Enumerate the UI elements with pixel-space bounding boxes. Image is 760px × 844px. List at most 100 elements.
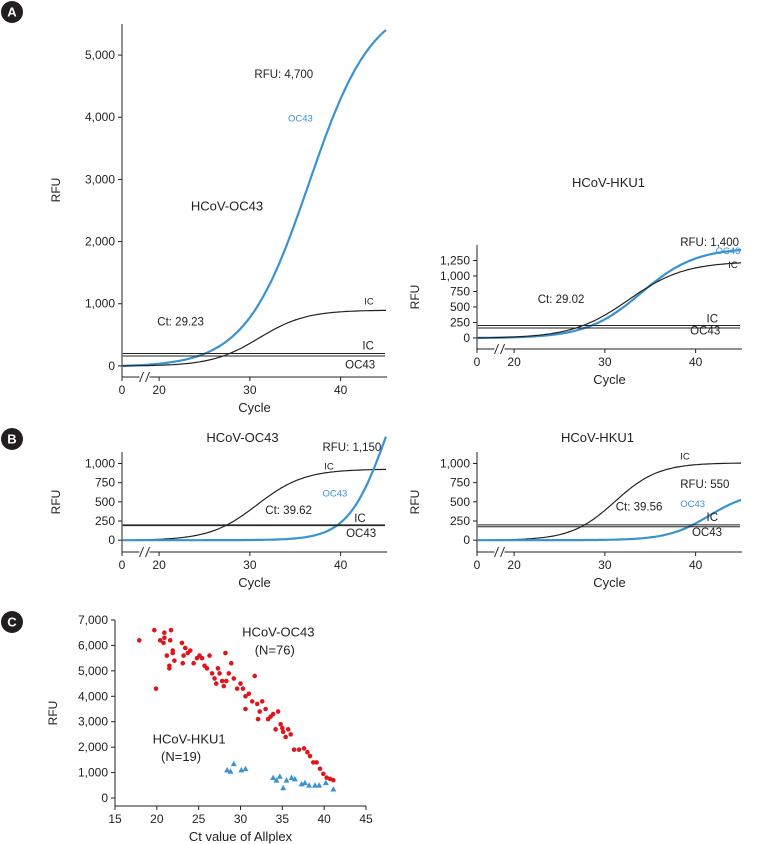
x-tick-label: 30 (243, 558, 257, 572)
annotation: IC (707, 313, 719, 325)
annotation: IC (324, 462, 334, 473)
y-tick-label: 0 (108, 533, 115, 547)
chart-c-scatter: 0 1,000 2,000 3,000 4,000 5,000 6,000 7,000 15 20… (46, 613, 373, 844)
annotation: IC (680, 452, 690, 463)
oc43-point (226, 671, 232, 676)
annotation: OC43 (346, 528, 376, 540)
hku1-point (288, 774, 295, 781)
y-axis-label: RFU (49, 490, 63, 515)
oc43-point (331, 777, 336, 783)
annotation: Ct: 39.56 (616, 501, 663, 513)
oc43-point (162, 630, 167, 636)
hku1-point (230, 760, 237, 767)
y-tick-label: 0 (463, 331, 470, 345)
oc43-point (212, 676, 217, 681)
x-tick-label: 40 (334, 383, 348, 397)
y-tick-label: 2,000 (85, 235, 115, 249)
hku1-point (273, 777, 280, 783)
x-tick-label: 20 (152, 383, 166, 397)
chart-b-oc43: 0 250 500 750 1,000 0 20 30 40 Cycle RFU HCoV-OC43 R… (49, 430, 388, 590)
panel-label-c-text: C (7, 615, 17, 630)
x-tick-label: 40 (334, 558, 348, 572)
oc43-point (283, 734, 288, 740)
hku1-point (280, 784, 287, 791)
y-axis-label: RFU (49, 178, 63, 203)
y-tick-label: 1,000 (440, 269, 470, 283)
oc43-point (213, 681, 219, 686)
oc43-point (180, 660, 186, 666)
ic-curve (122, 309, 386, 367)
oc43-point (259, 699, 265, 704)
oc43-point (240, 686, 246, 691)
axis-break-mark (500, 546, 505, 558)
x-tick-label: 30 (243, 383, 257, 397)
oc43-point (161, 640, 166, 646)
panel-label-b: B (1, 428, 23, 450)
annotation: RFU: 1,150 (322, 442, 381, 454)
hku1-point (224, 767, 231, 773)
annotation: OC43 (690, 325, 720, 337)
annotation: OC43 (322, 488, 347, 499)
y-tick-label: 250 (450, 514, 470, 528)
chart-b-hku1: 0 250 500 750 1,000 0 20 30 40 Cycle RFU HCoV-HKU1 I… (408, 430, 742, 590)
oc43-point (305, 749, 310, 755)
oc43-point (291, 747, 297, 752)
oc43-point (285, 727, 291, 732)
oc43-point (204, 666, 210, 671)
annotation: RFU: 4,700 (254, 69, 313, 81)
annotation: (N=19) (161, 749, 201, 764)
x-tick-label: 20 (507, 355, 521, 369)
ic-curve (477, 262, 742, 339)
oc43-point (157, 638, 163, 643)
y-tick-label: 1,250 (440, 253, 470, 267)
oc43-point (280, 725, 285, 731)
y-tick-label: 250 (95, 514, 115, 528)
y-tick-label: 7,000 (78, 613, 108, 627)
y-tick-label: 750 (95, 476, 115, 490)
oc43-point (249, 699, 255, 704)
y-axis-label: RFU (46, 701, 60, 726)
annotation: IC (364, 296, 374, 307)
oc43-point (314, 760, 319, 765)
hku1-point (227, 768, 234, 774)
y-tick-label: 3,000 (78, 715, 108, 729)
oc43-point (321, 771, 326, 777)
oc43-point (168, 627, 174, 633)
y-tick-label: 0 (108, 359, 115, 373)
y-tick-label: 4,000 (85, 110, 115, 124)
x-tick-label: 40 (689, 558, 703, 572)
y-tick-label: 750 (450, 284, 470, 298)
y-tick-label: 500 (450, 495, 470, 509)
panel-label-a: A (1, 1, 23, 23)
annotation: IC (728, 260, 738, 271)
hku1-point (276, 773, 283, 779)
oc43-point (255, 716, 261, 722)
oc43-point (164, 653, 170, 658)
annotation: RFU: 1,400 (680, 237, 739, 249)
oc43-point (179, 640, 185, 646)
axis-break-mark (494, 546, 499, 558)
oc43-point (181, 653, 186, 658)
x-axis-label: Cycle (238, 575, 271, 590)
y-tick-label: 2,000 (78, 740, 108, 754)
axis-break-mark (145, 371, 150, 383)
x-tick-label: 40 (317, 812, 331, 826)
x-axis-label: Cycle (593, 372, 626, 387)
oc43-point (307, 753, 313, 759)
oc43-point (199, 655, 205, 661)
x-axis-label: Ct value of Allplex (189, 829, 293, 844)
x-tick-label: 40 (689, 355, 703, 369)
y-tick-label: 0 (101, 791, 108, 805)
y-tick-label: 3,000 (85, 172, 115, 186)
y-tick-label: 6,000 (78, 638, 108, 652)
axis-break-mark (145, 546, 150, 558)
annotation: OC43 (680, 499, 705, 510)
chart-title: HCoV-HKU1 (572, 175, 645, 190)
hku1-point (283, 777, 290, 783)
oc43-point (221, 683, 227, 689)
oc43-point (243, 693, 248, 699)
oc43-point (217, 671, 222, 676)
x-tick-label: 20 (507, 558, 521, 572)
oc43-point (288, 732, 294, 737)
oc43-point (317, 766, 323, 772)
